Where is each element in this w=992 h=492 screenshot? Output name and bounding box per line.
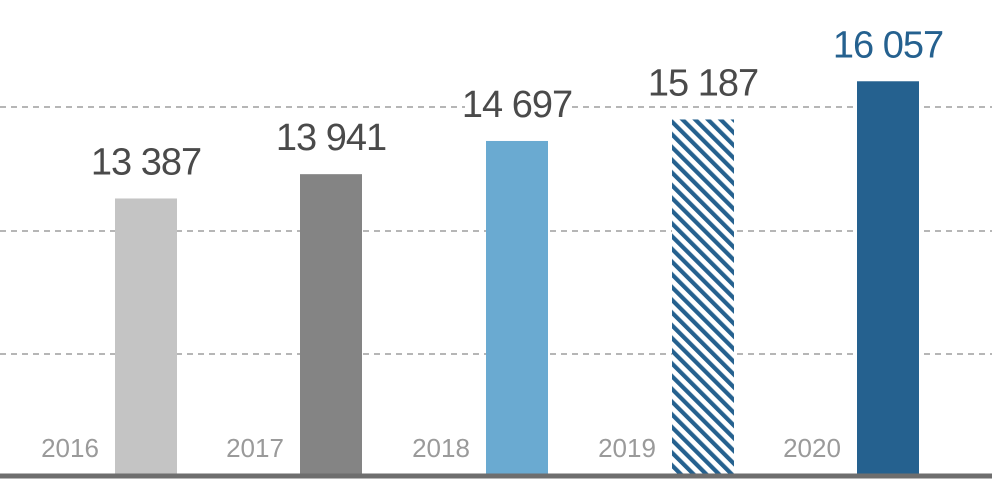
value-label-background [836, 19, 940, 66]
year-label-2020: 2020 [783, 433, 841, 463]
value-label-background [279, 112, 383, 159]
year-label-2017: 2017 [226, 433, 284, 463]
value-label-2018: 14 697 [462, 84, 572, 126]
value-label-2019: 15 187 [648, 62, 758, 104]
year-label-2018: 2018 [412, 433, 470, 463]
value-label-background [465, 78, 569, 125]
bar-2018 [486, 140, 548, 475]
year-label-2016: 2016 [41, 433, 99, 463]
value-label-2017: 13 941 [276, 117, 386, 159]
labels: 13 387 2016 13 941 2017 14 697 2018 15 187 2019… [41, 19, 944, 463]
bar-2020 [857, 81, 919, 474]
bars [115, 81, 919, 475]
bar-2016 [115, 198, 177, 474]
value-label-background [651, 57, 755, 104]
bar-2017 [300, 174, 362, 474]
value-label-background [94, 136, 198, 183]
value-label-2016: 13 387 [91, 141, 201, 183]
year-label-2019: 2019 [598, 433, 656, 463]
bar-2019 [672, 119, 734, 475]
value-label-2020: 16 057 [833, 24, 943, 66]
